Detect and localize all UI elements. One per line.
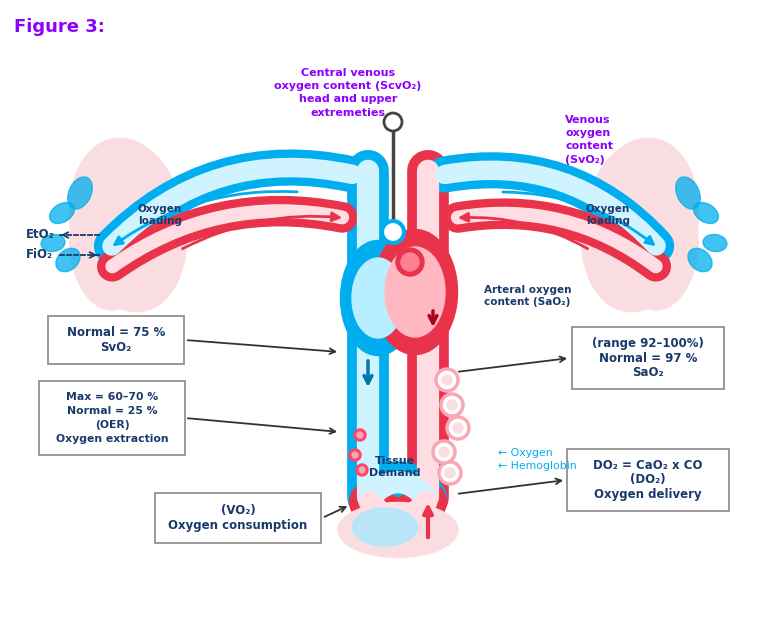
Circle shape: [357, 432, 363, 438]
Ellipse shape: [385, 247, 445, 337]
Ellipse shape: [688, 248, 712, 272]
Text: Arteral oxygen
content (SaO₂): Arteral oxygen content (SaO₂): [484, 285, 571, 307]
Ellipse shape: [70, 180, 150, 310]
Text: Central venous
oxygen content (ScvO₂)
head and upper
extremeties: Central venous oxygen content (ScvO₂) he…: [274, 68, 422, 117]
Ellipse shape: [703, 234, 727, 252]
Circle shape: [433, 441, 455, 463]
Text: Oxygen
loading: Oxygen loading: [138, 204, 182, 226]
Ellipse shape: [352, 258, 404, 338]
Circle shape: [439, 447, 449, 457]
Text: Normal = 75 %: Normal = 75 %: [67, 326, 165, 339]
Ellipse shape: [56, 248, 80, 272]
Circle shape: [447, 400, 457, 410]
Text: DO₂ = CaO₂ x CO: DO₂ = CaO₂ x CO: [593, 459, 703, 472]
Text: Normal = 25 %: Normal = 25 %: [67, 406, 157, 416]
FancyBboxPatch shape: [155, 493, 321, 543]
Circle shape: [401, 253, 419, 271]
Circle shape: [442, 375, 452, 385]
Text: SvO₂: SvO₂: [101, 341, 131, 354]
Ellipse shape: [372, 230, 458, 355]
FancyBboxPatch shape: [39, 381, 185, 455]
Ellipse shape: [68, 177, 92, 209]
Circle shape: [453, 423, 463, 433]
Circle shape: [445, 468, 455, 478]
Text: Max = 60–70 %: Max = 60–70 %: [66, 392, 158, 402]
Ellipse shape: [69, 138, 187, 312]
Circle shape: [352, 452, 358, 458]
Circle shape: [349, 449, 361, 461]
Circle shape: [356, 464, 368, 476]
Ellipse shape: [50, 202, 74, 224]
Circle shape: [436, 369, 458, 391]
Ellipse shape: [353, 508, 418, 546]
Text: Figure 3:: Figure 3:: [14, 18, 105, 36]
Text: Oxygen
loading: Oxygen loading: [586, 204, 630, 226]
Text: Tissue
Demand: Tissue Demand: [369, 456, 421, 478]
Ellipse shape: [581, 138, 699, 312]
Ellipse shape: [338, 502, 458, 558]
Ellipse shape: [676, 177, 700, 209]
Circle shape: [441, 394, 463, 416]
Ellipse shape: [41, 234, 65, 252]
FancyBboxPatch shape: [567, 449, 729, 511]
Circle shape: [359, 467, 365, 473]
Text: SaO₂: SaO₂: [632, 366, 664, 379]
Text: (range 92–100%): (range 92–100%): [592, 337, 704, 350]
Circle shape: [384, 113, 402, 131]
Ellipse shape: [618, 180, 698, 310]
Text: Oxygen consumption: Oxygen consumption: [168, 519, 308, 532]
Ellipse shape: [694, 202, 718, 224]
Text: Oxygen delivery: Oxygen delivery: [594, 488, 702, 501]
Text: ← Oxygen: ← Oxygen: [498, 448, 553, 458]
Circle shape: [382, 221, 404, 243]
Circle shape: [354, 429, 366, 441]
Text: (DO₂): (DO₂): [631, 473, 666, 486]
Text: Normal = 97 %: Normal = 97 %: [599, 351, 697, 365]
Text: (VO₂): (VO₂): [220, 504, 256, 517]
FancyBboxPatch shape: [572, 327, 724, 389]
Text: FiO₂: FiO₂: [26, 248, 53, 261]
Circle shape: [439, 462, 461, 484]
Text: EtO₂: EtO₂: [26, 229, 55, 242]
FancyBboxPatch shape: [48, 316, 184, 364]
Circle shape: [396, 248, 424, 276]
Text: Oxygen extraction: Oxygen extraction: [56, 434, 168, 444]
Text: (OER): (OER): [94, 420, 129, 430]
Ellipse shape: [340, 240, 415, 355]
Text: Venous
oxygen
content
(SvO₂): Venous oxygen content (SvO₂): [565, 115, 613, 165]
Circle shape: [447, 417, 469, 439]
Text: ← Hemoglobin: ← Hemoglobin: [498, 461, 577, 471]
